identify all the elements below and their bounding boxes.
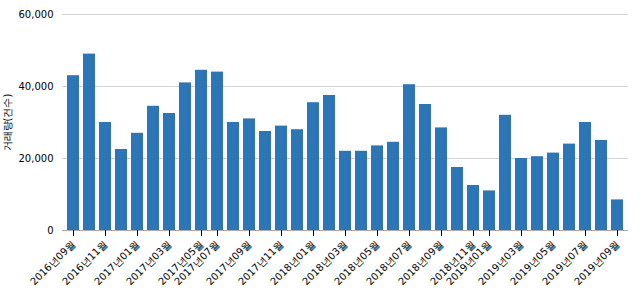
svg-text:2017년11월: 2017년11월 [236, 238, 286, 288]
svg-text:2017년01월: 2017년01월 [92, 238, 142, 288]
svg-text:60,000: 60,000 [19, 9, 54, 20]
svg-text:2016년11월: 2016년11월 [60, 238, 110, 288]
svg-text:2019년01월: 2019년01월 [444, 238, 494, 288]
svg-text:2016년09월: 2016년09월 [28, 238, 78, 288]
svg-text:2018년09월: 2018년09월 [396, 238, 446, 288]
svg-text:2018년11월: 2018년11월 [428, 238, 478, 288]
svg-text:20,000: 20,000 [19, 153, 54, 164]
svg-text:2018년01월: 2018년01월 [268, 238, 318, 288]
svg-text:2017년09월: 2017년09월 [204, 238, 254, 288]
svg-text:2018년05월: 2018년05월 [332, 238, 382, 288]
svg-text:40,000: 40,000 [19, 81, 54, 92]
svg-text:2017년03월: 2017년03월 [124, 238, 174, 288]
svg-text:2017년07월: 2017년07월 [172, 238, 222, 288]
svg-text:0: 0 [47, 225, 53, 236]
svg-text:2019년05월: 2019년05월 [508, 238, 558, 288]
svg-text:2018년03월: 2018년03월 [300, 238, 350, 288]
svg-text:2019년07월: 2019년07월 [540, 238, 590, 288]
svg-text:2019년03월: 2019년03월 [476, 238, 526, 288]
svg-text:2019년09월: 2019년09월 [572, 238, 621, 287]
svg-text:2017년05월: 2017년05월 [156, 238, 206, 288]
svg-text:2018년07월: 2018년07월 [364, 238, 414, 288]
svg-text:거래량(건수): 거래량(건수) [2, 94, 13, 152]
